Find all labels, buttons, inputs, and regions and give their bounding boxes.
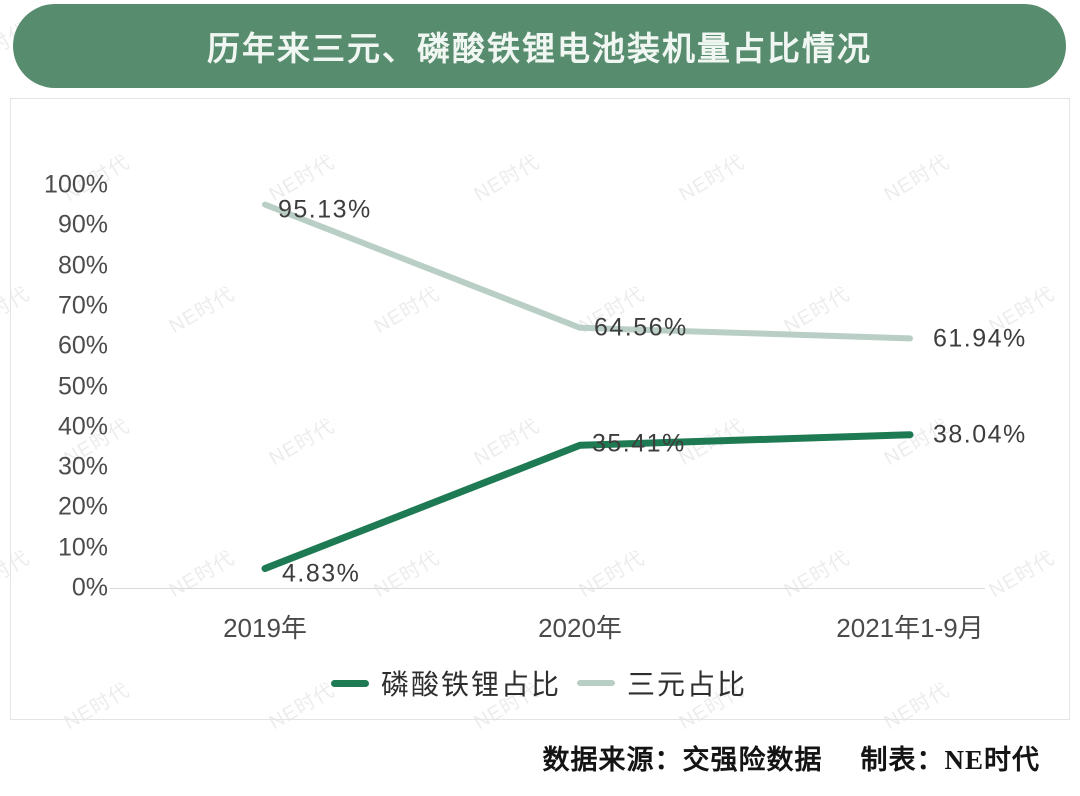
x-axis-label: 2020年 [538, 613, 622, 643]
legend-dash-icon [577, 680, 615, 686]
y-axis-tick: 70% [57, 291, 108, 320]
y-axis-tick: 20% [57, 492, 108, 521]
legend: 磷酸铁锂占比 三元占比 [10, 663, 1068, 703]
y-axis-tick: 90% [57, 210, 108, 239]
legend-item-0: 磷酸铁锂占比 [330, 663, 561, 703]
data-label: 95.13% [278, 195, 372, 224]
x-axis-line [110, 588, 985, 589]
y-axis-tick: 50% [57, 372, 108, 400]
chart-title: 历年来三元、磷酸铁锂电池装机量占比情况 [207, 32, 872, 68]
data-label: 64.56% [594, 313, 688, 342]
credit-label: 制表：NE时代 [860, 745, 1040, 775]
legend-label: 磷酸铁锂占比 [380, 670, 561, 701]
x-axis-label: 2019年 [223, 613, 307, 643]
data-label: 4.83% [282, 559, 361, 588]
y-axis-tick: 0% [71, 573, 108, 602]
y-axis-tick: 100% [44, 170, 108, 199]
title-banner: 历年来三元、磷酸铁锂电池装机量占比情况 [13, 4, 1066, 88]
legend-dash-icon [330, 679, 369, 687]
y-axis-tick: 80% [57, 251, 108, 280]
data-label: 38.04% [933, 420, 1027, 449]
y-axis-tick: 10% [57, 533, 108, 562]
data-label: 35.41% [592, 429, 686, 458]
y-axis-tick: 30% [57, 452, 108, 481]
legend-item-1: 三元占比 [577, 663, 747, 703]
y-axis-tick: 60% [57, 331, 108, 360]
chart-panel [10, 98, 1070, 720]
data-label: 61.94% [933, 324, 1027, 353]
data-source-label: 数据来源：交强险数据 [542, 745, 823, 775]
y-axis-tick: 40% [57, 412, 108, 441]
footer: 数据来源：交强险数据 制表：NE时代 [542, 738, 1040, 777]
legend-label: 三元占比 [627, 670, 748, 701]
x-axis-label: 2021年1-9月 [836, 613, 984, 643]
